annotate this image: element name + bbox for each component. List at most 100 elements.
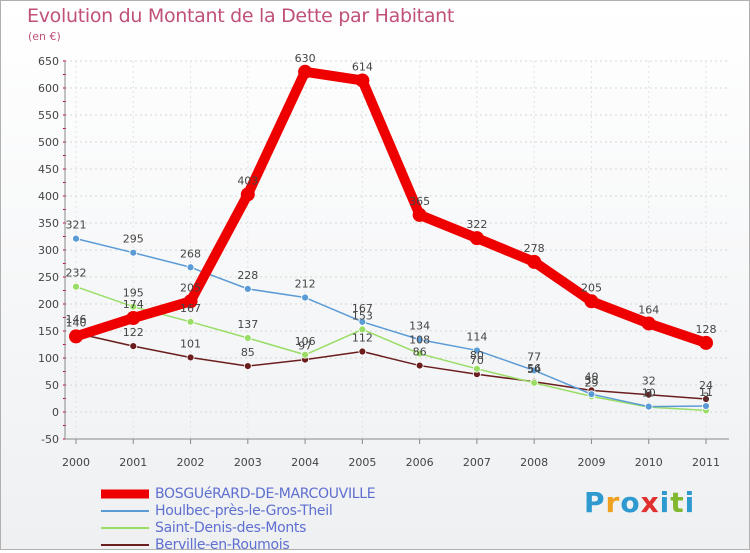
y-tick-label: 450: [38, 163, 59, 176]
y-tick-label: 200: [38, 298, 59, 311]
data-label-houlbec: 11: [699, 386, 713, 399]
data-label-houlbec: 268: [180, 247, 201, 260]
data-label-saint-denis: 80: [470, 349, 484, 362]
y-tick-label: 0: [52, 406, 59, 419]
data-label-berville: 97: [298, 340, 312, 353]
data-label-houlbec: 228: [237, 269, 258, 282]
data-label-berville: 122: [123, 326, 144, 339]
data-point-houlbec: [129, 248, 138, 257]
data-point-saint-denis: [72, 282, 80, 291]
x-tick-label: 2001: [119, 456, 147, 469]
data-label-saint-denis: 153: [352, 309, 373, 322]
x-tick-label: 2010: [635, 456, 663, 469]
data-point-houlbec: [301, 293, 309, 302]
data-label-houlbec: 77: [527, 350, 541, 363]
y-tick-label: 50: [45, 379, 59, 392]
x-tick-label: 2009: [577, 456, 605, 469]
series-line-berville: [75, 332, 707, 400]
y-tick-label: 600: [38, 82, 59, 95]
y-tick-label: 550: [38, 109, 59, 122]
chart-title: Evolution du Montant de la Dette par Hab…: [27, 5, 455, 27]
data-label-berville: 40: [584, 370, 598, 383]
data-point-houlbec: [587, 390, 596, 399]
series-line-houlbec: [75, 237, 707, 408]
x-tick-label: 2000: [62, 456, 90, 469]
data-label-bosguerard: 614: [352, 60, 373, 73]
data-label-bosguerard: 403: [237, 174, 258, 187]
data-label-bosguerard: 278: [524, 242, 545, 255]
data-point-berville: [415, 361, 424, 370]
data-point-houlbec: [530, 366, 539, 375]
data-label-berville: 32: [642, 375, 656, 388]
data-point-houlbec: [644, 402, 653, 411]
data-label-bosguerard: 140: [66, 316, 87, 329]
data-label-houlbec: 295: [123, 233, 144, 246]
x-tick-label: 2005: [348, 456, 376, 469]
data-point-bosguerard: [240, 187, 255, 202]
data-label-bosguerard: 205: [581, 281, 602, 294]
data-label-bosguerard: 205: [180, 281, 201, 294]
x-tick-label: 2011: [692, 456, 720, 469]
data-label-houlbec: 10: [642, 387, 656, 400]
x-tick-label: 2002: [177, 456, 205, 469]
data-point-bosguerard: [699, 335, 713, 350]
data-point-bosguerard: [355, 73, 370, 88]
y-tick-label: 150: [38, 325, 59, 338]
data-point-bosguerard: [527, 254, 542, 269]
data-label-berville: 101: [180, 337, 201, 350]
data-label-berville: 86: [413, 346, 427, 359]
data-label-berville: 70: [470, 354, 484, 367]
data-label-saint-denis: 9: [645, 387, 652, 400]
data-point-saint-denis: [243, 334, 252, 342]
data-label-bosguerard: 322: [466, 218, 487, 231]
data-point-houlbec: [358, 317, 367, 326]
data-point-saint-denis: [358, 325, 367, 334]
data-point-houlbec: [186, 263, 195, 272]
data-label-berville: 112: [352, 332, 373, 345]
data-label-houlbec: 321: [66, 219, 87, 232]
data-label-berville: 56: [527, 362, 541, 375]
data-point-berville: [358, 347, 367, 356]
y-tick-label: 350: [38, 217, 59, 230]
y-tick-label: 400: [38, 190, 59, 203]
data-label-bosguerard: 164: [638, 303, 659, 316]
legend-item-saint-denis: Saint-Denis-des-Monts: [101, 519, 375, 536]
legend-item-berville: Berville-en-Roumois: [101, 536, 375, 553]
data-point-saint-denis: [301, 350, 309, 359]
data-point-bosguerard: [412, 207, 427, 222]
data-point-houlbec: [415, 335, 424, 344]
data-point-houlbec: [72, 234, 80, 243]
data-label-saint-denis: 108: [409, 334, 430, 347]
x-tick-label: 2007: [463, 456, 491, 469]
legend-item-houlbec: Houlbec-près-le-Gros-Theil: [101, 502, 375, 519]
legend: BOSGUéRARD-DE-MARCOUVILLE Houlbec-près-l…: [101, 485, 376, 553]
data-point-houlbec: [243, 284, 252, 293]
legend-label-houlbec: Houlbec-près-le-Gros-Theil: [155, 502, 333, 519]
data-point-bosguerard: [641, 316, 656, 331]
y-tick-label: -50: [41, 433, 59, 446]
chart-subtitle: (en €): [28, 30, 61, 43]
legend-label-saint-denis: Saint-Denis-des-Monts: [155, 519, 307, 536]
data-label-berville: 85: [241, 346, 255, 359]
x-tick-label: 2008: [520, 456, 548, 469]
data-label-bosguerard: 630: [295, 52, 316, 65]
data-label-houlbec: 114: [466, 330, 487, 343]
legend-item-bosguerard: BOSGUéRARD-DE-MARCOUVILLE: [101, 485, 376, 502]
y-tick-label: 100: [38, 352, 59, 365]
y-tick-label: 500: [38, 136, 59, 149]
data-label-saint-denis: 3: [703, 390, 710, 403]
data-label-saint-denis: 54: [527, 363, 541, 376]
data-label-saint-denis: 167: [180, 302, 201, 315]
data-point-saint-denis: [473, 364, 481, 373]
data-point-saint-denis: [186, 317, 195, 326]
data-label-saint-denis: 232: [66, 267, 87, 280]
x-tick-label: 2006: [406, 456, 434, 469]
data-point-bosguerard: [298, 64, 313, 79]
data-label-saint-denis: 195: [123, 287, 144, 300]
data-label-houlbec: 212: [295, 278, 316, 291]
data-label-houlbec: 134: [409, 320, 430, 333]
data-point-berville: [243, 362, 252, 371]
data-label-bosguerard: 174: [123, 298, 144, 311]
